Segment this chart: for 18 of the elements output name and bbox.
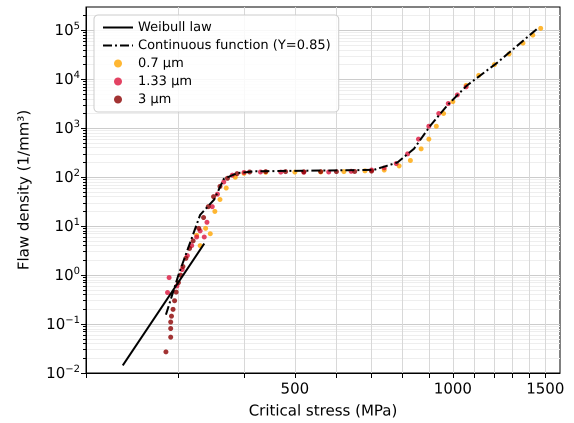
y-tick-label: 10$^{−1}$	[46, 315, 80, 334]
legend-label: 1.33 μm	[138, 74, 192, 89]
y-tick-label: 10$^{0}$	[54, 266, 80, 284]
y-tick-label: 10$^{4}$	[54, 70, 80, 88]
x-axis-title: Critical stress (MPa)	[248, 402, 398, 420]
y-tick-label: 10$^{3}$	[54, 119, 80, 138]
legend-label: 3 μm	[138, 92, 172, 107]
y-tick-label: 10$^{2}$	[54, 168, 80, 186]
y-tick-label: 10$^{1}$	[54, 217, 80, 236]
x-tick-label: 1500	[526, 380, 564, 398]
x-tick-label: 500	[280, 380, 310, 398]
legend-label: 0.7 μm	[138, 56, 184, 71]
legend-label: Continuous function (Y=0.85)	[138, 38, 331, 53]
legend-label: Weibull law	[138, 20, 212, 35]
y-tick-label: 10$^{−2}$	[46, 364, 80, 382]
y-axis-title: Flaw density (1/mm³)	[14, 110, 32, 270]
y-tick-label: 10$^{5}$	[54, 21, 80, 40]
x-tick-label: 1000	[434, 380, 472, 398]
